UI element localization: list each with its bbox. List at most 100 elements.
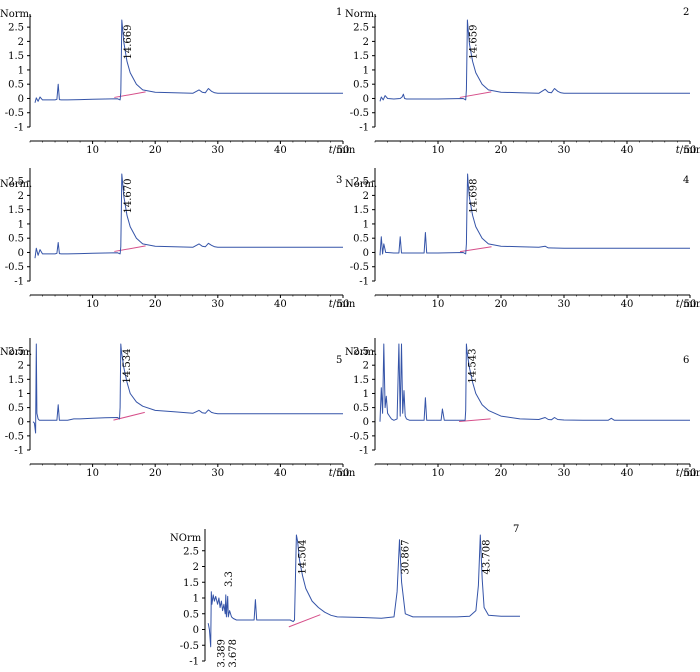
integration-baseline (114, 91, 146, 98)
integration-baseline (113, 411, 145, 421)
y-tick-label: 0 (363, 248, 369, 259)
peak-label: 30.867 (400, 540, 411, 575)
chromatogram-trace (34, 19, 343, 103)
y-tick-label: -1 (359, 277, 369, 288)
x-tick-label: 50 (684, 468, 697, 479)
panel-number: 4 (683, 175, 689, 186)
panel-number: 1 (336, 7, 342, 18)
y-tick-label: 1.5 (8, 375, 24, 386)
y-tick-label: 1 (363, 219, 369, 230)
y-tick-label: 1.5 (353, 205, 369, 216)
peak-label: 14.698 (469, 179, 480, 214)
y-tick-label: -1 (359, 123, 369, 134)
peak-label: 14.534 (122, 349, 133, 384)
x-tick-label: 40 (274, 145, 287, 156)
x-tick-label: 20 (149, 468, 162, 479)
y-tick-label: 2 (18, 361, 24, 372)
y-tick-label: -0.5 (5, 262, 24, 273)
y-tick-label: 0 (18, 248, 24, 259)
chromatogram-panel-6: 2.5 2 1.5 1 0.5 0 -0.5 -1 10 20 30 40 50t/min Norm. 6 1… (345, 338, 700, 479)
y-tick-label: 2.5 (8, 23, 24, 34)
peak-label: 14.669 (123, 25, 134, 60)
y-tick-label: 2.5 (353, 177, 369, 188)
y-tick-label: 0 (193, 625, 199, 636)
panel-number: 2 (683, 7, 689, 18)
chromatogram-trace (32, 343, 343, 434)
peak-label: 14.670 (123, 179, 134, 214)
y-tick-label: -0.5 (5, 108, 24, 119)
x-unit-label: t/min (329, 145, 356, 156)
x-tick-label: 10 (86, 468, 99, 479)
x-tick-label: 40 (621, 468, 634, 479)
y-tick-label: -1 (14, 446, 24, 457)
integration-baseline (459, 418, 491, 422)
y-tick-label: 2 (18, 37, 24, 48)
y-tick-label: 2 (363, 37, 369, 48)
x-tick-label: 30 (211, 468, 224, 479)
panel-number: 5 (336, 355, 342, 366)
x-tick-label: 20 (149, 299, 162, 310)
x-tick-label: 40 (621, 145, 634, 156)
x-tick-label: 20 (495, 145, 508, 156)
x-tick-label: 30 (211, 145, 224, 156)
y-tick-label: -0.5 (5, 431, 24, 442)
x-tick-label: 30 (558, 468, 571, 479)
y-tick-label: -0.5 (180, 641, 199, 652)
y-tick-label: 1 (193, 594, 199, 605)
y-tick-label: 1 (18, 65, 24, 76)
x-unit-label: t/min (676, 468, 700, 479)
x-unit-label: t/min (676, 145, 700, 156)
y-tick-label: 0.5 (8, 80, 24, 91)
chromatogram-trace (34, 173, 343, 259)
integration-baseline (459, 91, 492, 98)
y-tick-label: 0 (363, 94, 369, 105)
x-tick-label: 30 (211, 299, 224, 310)
y-tick-label: 2.5 (353, 347, 369, 358)
x-tick-label: 20 (149, 145, 162, 156)
y-tick-label: -1 (189, 657, 199, 668)
y-tick-label: 1 (18, 389, 24, 400)
y-tick-label: 0 (18, 94, 24, 105)
panel-number: 3 (336, 175, 342, 186)
chromatogram-panel-3: 2.5 2 1.5 1 0.5 0 -0.5 -1 10 20 30 40 50t/min Norm. 3 1… (0, 168, 356, 310)
y-tick-label: 1 (363, 65, 369, 76)
y-tick-label: 2.5 (353, 23, 369, 34)
y-axis-label: Norm. (345, 347, 377, 358)
y-tick-label: 0.5 (8, 403, 24, 414)
integration-baseline (114, 245, 146, 252)
integration-baseline (288, 614, 321, 628)
y-tick-label: -0.5 (350, 262, 369, 273)
x-tick-label: 10 (86, 299, 99, 310)
x-unit-label: t/min (329, 299, 356, 310)
x-tick-label: 10 (432, 299, 445, 310)
y-tick-label: 1.5 (353, 51, 369, 62)
x-tick-label: 10 (86, 145, 99, 156)
y-axis-label: Norm. (345, 179, 377, 190)
y-tick-label: 0 (18, 417, 24, 428)
x-tick-label: 30 (558, 145, 571, 156)
y-tick-label: 1.5 (183, 578, 199, 589)
chromatogram-trace (379, 343, 690, 422)
x-tick-label: 50 (337, 468, 350, 479)
peak-label: 14.659 (468, 25, 479, 60)
x-tick-label: 30 (558, 299, 571, 310)
y-tick-label: 0.5 (183, 609, 199, 620)
x-tick-label: 40 (621, 299, 634, 310)
integration-baseline (459, 246, 492, 253)
x-tick-label: 10 (432, 145, 445, 156)
x-unit-label: t/min (329, 468, 356, 479)
y-tick-label: -1 (14, 277, 24, 288)
y-tick-label: 2.5 (183, 546, 199, 557)
y-tick-label: 1 (18, 219, 24, 230)
y-tick-label: 2 (363, 361, 369, 372)
y-tick-label: -1 (14, 123, 24, 134)
y-tick-label: 2 (363, 191, 369, 202)
x-tick-label: 40 (274, 468, 287, 479)
y-axis-label: Norm. (0, 9, 32, 20)
y-tick-label: 0.5 (8, 234, 24, 245)
y-tick-label: 1 (363, 389, 369, 400)
y-axis-label: NOrm (170, 533, 202, 544)
y-tick-label: 0.5 (353, 234, 369, 245)
x-tick-label: 10 (432, 468, 445, 479)
x-tick-label: 50 (684, 299, 697, 310)
